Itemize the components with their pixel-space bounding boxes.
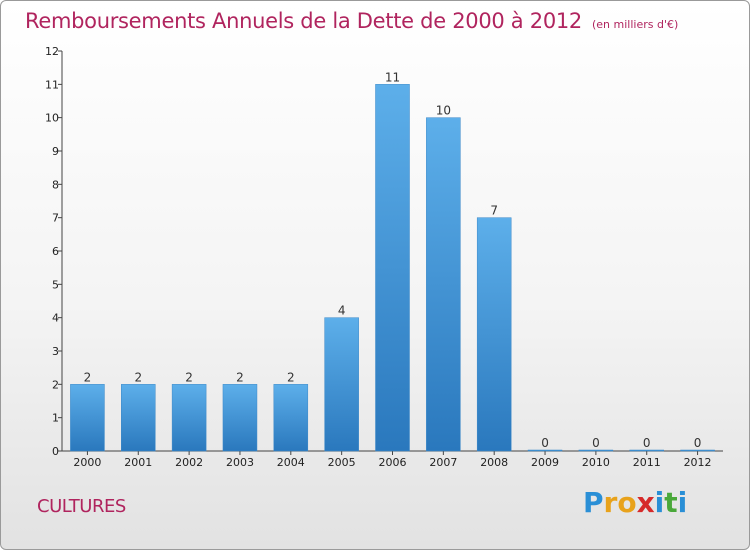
x-tick-label-2001: 2001: [124, 456, 152, 469]
y-tick-label: 7: [52, 212, 59, 225]
data-label-2009: 0: [541, 436, 549, 450]
bar-2012: [680, 449, 715, 452]
bar-2011: [629, 449, 664, 452]
bar-2008: [476, 217, 512, 452]
y-tick-label: 4: [52, 312, 59, 325]
logo-letter: P: [583, 486, 604, 519]
bar-2007: [426, 117, 461, 452]
logo-letter: t: [664, 486, 678, 519]
x-tick-label-2004: 2004: [277, 456, 305, 469]
x-tick-label-2003: 2003: [226, 456, 254, 469]
bar-2003: [222, 384, 258, 452]
data-label-2003: 2: [236, 370, 244, 384]
data-label-2007: 10: [436, 104, 451, 118]
x-tick-label-2002: 2002: [175, 456, 203, 469]
chart-title: Remboursements Annuels de la Dette de 20…: [25, 9, 678, 33]
x-tick-labels: 2000 2001 2002 2003 2004 2005 2006 2007 2008 2009…: [73, 456, 711, 469]
x-tick-label-2009: 2009: [531, 456, 559, 469]
x-tick-label-2010: 2010: [582, 456, 610, 469]
data-label-2005: 4: [338, 304, 346, 318]
title-text: Remboursements Annuels de la Dette de 20…: [25, 9, 582, 33]
y-tick-label: 5: [52, 278, 59, 291]
bar-2004: [273, 384, 309, 452]
data-labels: 2 2 2 2 2 4 11 10 7 0 0 0 0: [84, 70, 702, 450]
unit-label: (en milliers d'€): [592, 18, 679, 31]
logo-letter: o: [617, 486, 637, 519]
logo-letter: r: [603, 486, 618, 519]
data-label-2004: 2: [287, 370, 295, 384]
bar-2001: [121, 384, 156, 452]
x-tick-label-2011: 2011: [633, 456, 661, 469]
data-label-2008: 7: [490, 204, 498, 218]
y-tick-label: 12: [45, 45, 59, 58]
data-label-2010: 0: [592, 436, 600, 450]
data-label-2006: 11: [385, 70, 400, 84]
x-tick-label-2007: 2007: [429, 456, 457, 469]
bar-2000: [70, 384, 105, 452]
logo-letter: i: [654, 486, 665, 519]
data-label-2011: 0: [643, 436, 651, 450]
logo-letter: x: [636, 486, 655, 519]
data-label-2001: 2: [134, 370, 142, 384]
y-tick-label: 9: [52, 145, 59, 158]
bar-2009: [527, 449, 563, 452]
y-tick-label: 6: [52, 245, 59, 258]
x-tick-label-2012: 2012: [684, 456, 712, 469]
y-tick-label: 1: [52, 412, 59, 425]
logo-letter: i: [677, 486, 688, 519]
bars: [70, 84, 715, 452]
x-tick-label-2008: 2008: [480, 456, 508, 469]
x-tick-label-2005: 2005: [328, 456, 356, 469]
x-tick-label-2006: 2006: [379, 456, 407, 469]
y-tick-label: 2: [52, 378, 59, 391]
x-tick-label-2000: 2000: [73, 456, 101, 469]
bar-2006: [375, 84, 410, 452]
data-label-2002: 2: [185, 370, 193, 384]
data-label-2012: 0: [694, 436, 702, 450]
commune-name: CULTURES: [37, 496, 126, 517]
bar-2010: [578, 449, 614, 452]
bar-2005: [324, 317, 359, 452]
y-tick-label: 0: [52, 445, 59, 458]
y-tick-label: 8: [52, 178, 59, 191]
y-tick-label: 11: [45, 78, 59, 91]
bar-2002: [171, 384, 207, 452]
y-tick-label: 10: [45, 112, 59, 125]
proxiti-logo: Proxiti: [583, 486, 687, 519]
data-label-2000: 2: [84, 370, 92, 384]
y-tick-label: 3: [52, 345, 59, 358]
